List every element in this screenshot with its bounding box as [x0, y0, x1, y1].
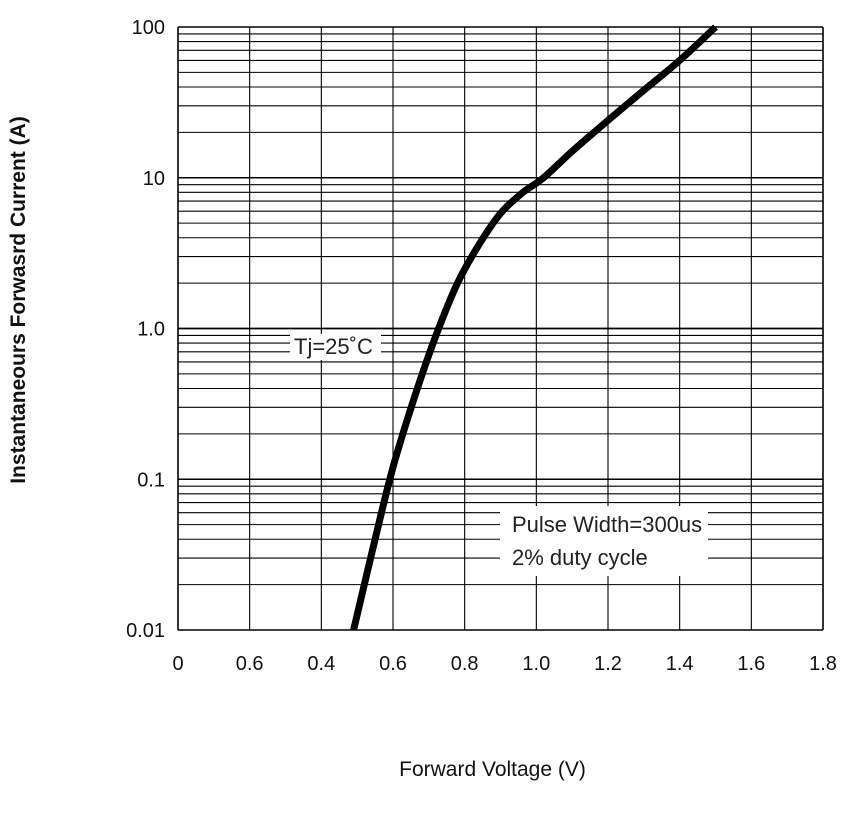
x-tick-label: 0.8: [451, 653, 479, 675]
x-axis-title: Forward Voltage (V): [399, 758, 586, 781]
pulse-annotation: Pulse Width=300us 2% duty cycle: [500, 506, 709, 576]
x-tick-label: 0.4: [307, 653, 335, 675]
temperature-annotation: Tj=25˚C: [290, 334, 381, 360]
x-tick-label: 1.6: [737, 653, 765, 675]
y-tick-labels: 100 10 1.0 0.1 0.01: [126, 17, 165, 642]
x-tick-label: 1.2: [594, 653, 622, 675]
x-tick-label: 1.8: [809, 653, 837, 675]
x-tick-label: 0.6: [379, 653, 407, 675]
y-axis-title-text: Instantaneours Forwasrd Current (A): [7, 116, 30, 484]
grid: [177, 26, 824, 631]
x-tick-label: 1.4: [666, 653, 694, 675]
x-tick-labels: 0 0.6 0.4 0.6 0.8 1.0 1.2 1.4 1.6 1.8: [172, 653, 836, 675]
y-tick-label: 0.01: [126, 620, 165, 642]
series-line: [350, 24, 718, 631]
y-tick-label: 10: [143, 168, 165, 190]
x-tick-label: 0: [172, 653, 183, 675]
y-tick-label: 0.1: [137, 469, 165, 491]
pulse-width-text: Pulse Width=300us: [512, 512, 703, 537]
y-tick-label: 100: [132, 17, 165, 39]
x-tick-label: 0.6: [236, 653, 264, 675]
x-tick-label: 1.0: [522, 653, 550, 675]
duty-cycle-text: 2% duty cycle: [512, 545, 648, 570]
y-tick-label: 1.0: [137, 319, 165, 341]
